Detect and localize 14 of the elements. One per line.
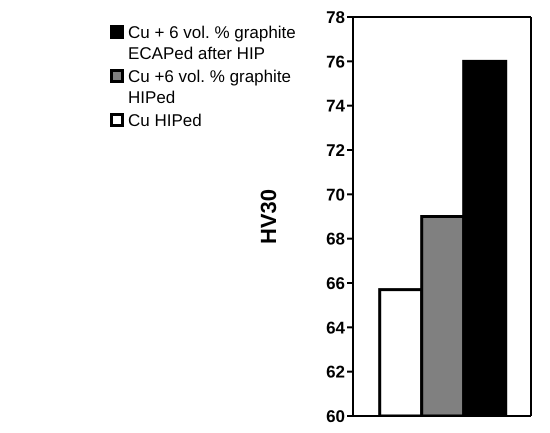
y-tick-label: 74 (326, 96, 346, 116)
y-tick-label: 78 (326, 8, 345, 28)
y-tick-label: 64 (326, 318, 346, 338)
y-tick-label: 72 (326, 141, 345, 160)
y-tick-label: 70 (326, 185, 345, 204)
legend-label: Cu +6 vol. % graphite HIPed (128, 66, 292, 108)
y-tick-label: 60 (326, 407, 345, 426)
y-tick-label: 76 (326, 52, 345, 72)
y-tick-label: 68 (326, 230, 345, 249)
y-tick-label: 66 (326, 274, 345, 294)
legend-label: Cu HIPed (128, 110, 203, 131)
legend-label: Cu + 6 vol. % graphite ECAPed after HIP (128, 22, 297, 64)
y-tick-label: 62 (326, 362, 345, 382)
y-axis-title: HV30 (256, 188, 281, 244)
